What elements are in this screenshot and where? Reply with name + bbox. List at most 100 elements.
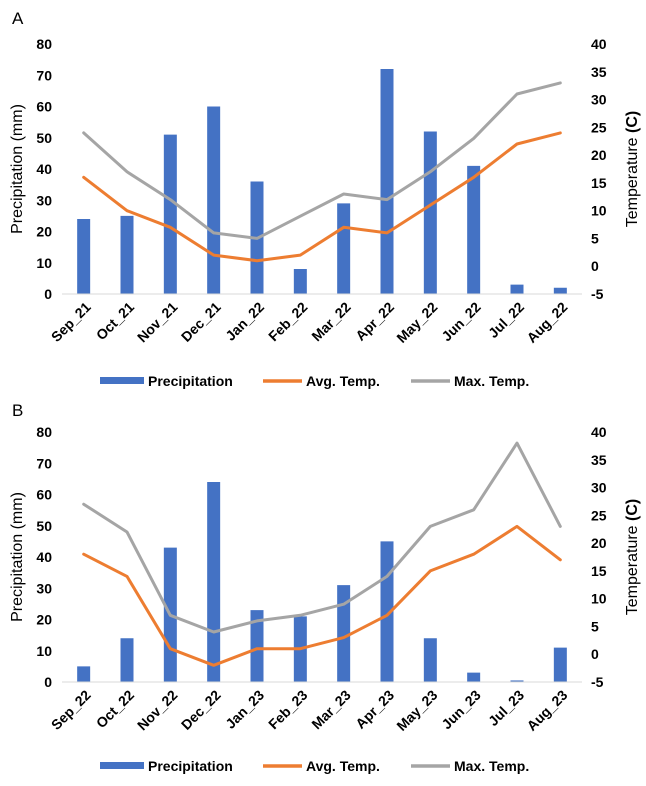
y-left-tick-label: 40: [36, 549, 52, 565]
bar: [553, 647, 567, 682]
y-left-tick-label: 40: [36, 161, 52, 177]
bar: [467, 165, 481, 294]
y-left-axis-title: Precipitation (mm): [9, 492, 26, 622]
y-right-tick-label: 40: [591, 36, 607, 52]
y-right-tick-label: -5: [591, 286, 604, 302]
x-tick-label: Mar_23: [308, 687, 354, 733]
x-tick-label: Sep_22: [48, 687, 94, 733]
y-right-tick-label: 5: [591, 618, 599, 634]
y-left-tick-label: 20: [36, 612, 52, 628]
y-left-tick-label: 80: [36, 36, 52, 52]
x-tick-label: Dec_21: [178, 299, 224, 345]
y-right-tick-label: 30: [591, 480, 607, 496]
y-right-tick-label: 15: [591, 563, 607, 579]
y-right-tick-label: 20: [591, 147, 607, 163]
line-max-temp: [82, 81, 562, 240]
x-tick-label: May_23: [393, 687, 440, 734]
x-tick-label: Oct_22: [93, 687, 137, 731]
bar: [293, 269, 307, 294]
y-left-tick-label: 60: [36, 99, 52, 115]
legend: Precipitation Avg. Temp. Max. Temp.: [100, 373, 529, 389]
y-right-axis-title-main: Temperature: [624, 521, 641, 615]
bar: [423, 131, 437, 294]
y-right-tick-label: 15: [591, 175, 607, 191]
x-tick-label: Jan_22: [222, 299, 267, 344]
bar: [337, 585, 351, 682]
x-tick-label: Aug_23: [523, 687, 570, 734]
x-tick-label: Oct_21: [93, 299, 137, 343]
x-tick-label: Jul_23: [485, 687, 527, 729]
legend-label-precipitation: Precipitation: [148, 373, 233, 389]
y-right-axis-title: Temperature (C): [624, 111, 641, 227]
bar: [510, 680, 524, 682]
x-tick-label: Feb_22: [265, 299, 311, 345]
y-left-tick-label: 30: [36, 580, 52, 596]
y-left-tick-label: 70: [36, 67, 52, 83]
bar: [77, 666, 91, 682]
y-right-tick-label: 35: [591, 452, 607, 468]
y-left-tick-label: 0: [44, 674, 52, 690]
x-tick-label: Jun_22: [438, 299, 484, 345]
x-tick-label: Nov_22: [134, 687, 181, 734]
y-right-tick-label: 25: [591, 119, 607, 135]
x-tick-label: May_22: [393, 299, 440, 346]
y-right-tick-label: 10: [591, 591, 607, 607]
panel-label: A: [12, 9, 24, 28]
bar: [423, 638, 437, 682]
bar: [337, 203, 351, 294]
x-tick-label: Mar_22: [308, 299, 354, 345]
bar: [120, 215, 134, 294]
bar: [207, 482, 221, 682]
bar: [77, 219, 91, 294]
x-tick-label: Feb_23: [265, 687, 311, 733]
y-right-tick-label: 0: [591, 646, 599, 662]
chart-panel-a: A 0 10 20 30 40 50 60 70 80 -5 0 5 10 15 20 25 30 35 40 Prec…: [9, 9, 641, 389]
bar: [120, 638, 134, 682]
x-tick-label: Dec_22: [178, 687, 224, 733]
y-left-tick-label: 0: [44, 286, 52, 302]
chart-panel-b: B 0 10 20 30 40 50 60 70 80 -5 0 5 10 15 20 25 30 35 40 Prec…: [9, 401, 641, 774]
y-left-tick-label: 80: [36, 424, 52, 440]
y-right-axis-title: Temperature (C): [624, 499, 641, 615]
x-tick-label: Apr_22: [352, 299, 397, 344]
legend-label-precipitation: Precipitation: [148, 758, 233, 774]
bar: [380, 69, 394, 294]
y-left-tick-label: 50: [36, 518, 52, 534]
bar: [250, 610, 264, 682]
legend-swatch-precipitation: [100, 762, 144, 769]
x-tick-label: Apr_23: [352, 687, 397, 732]
y-right-axis-title-unit: (C): [624, 111, 641, 133]
legend-label-max-temp: Max. Temp.: [454, 758, 529, 774]
legend-label-max-temp: Max. Temp.: [454, 373, 529, 389]
bar: [163, 134, 177, 294]
x-tick-label: Aug_22: [523, 299, 570, 346]
y-right-tick-label: 30: [591, 92, 607, 108]
y-right-tick-label: 0: [591, 258, 599, 274]
legend-swatch-precipitation: [100, 377, 144, 384]
x-tick-label: Jan_23: [222, 687, 267, 732]
line-avg-temp: [82, 131, 562, 263]
y-right-axis-title-main: Temperature: [624, 133, 641, 227]
y-right-tick-label: 25: [591, 507, 607, 523]
y-right-tick-label: -5: [591, 674, 604, 690]
y-left-tick-label: 50: [36, 130, 52, 146]
x-tick-label: Nov_21: [134, 299, 181, 346]
panel-label: B: [12, 401, 23, 420]
legend-label-avg-temp: Avg. Temp.: [306, 373, 380, 389]
y-right-tick-label: 40: [591, 424, 607, 440]
line-max-temp: [82, 441, 562, 634]
bar: [380, 541, 394, 682]
y-left-tick-label: 70: [36, 455, 52, 471]
x-tick-label: Jul_22: [485, 299, 527, 341]
bar: [553, 287, 567, 294]
y-right-tick-label: 5: [591, 230, 599, 246]
legend: Precipitation Avg. Temp. Max. Temp.: [100, 758, 529, 774]
bar: [467, 672, 481, 682]
y-left-tick-label: 10: [36, 255, 52, 271]
x-tick-label: Sep_21: [48, 299, 94, 345]
y-left-tick-label: 30: [36, 192, 52, 208]
y-left-axis-title: Precipitation (mm): [9, 104, 26, 234]
y-right-axis-title-unit: (C): [624, 499, 641, 521]
